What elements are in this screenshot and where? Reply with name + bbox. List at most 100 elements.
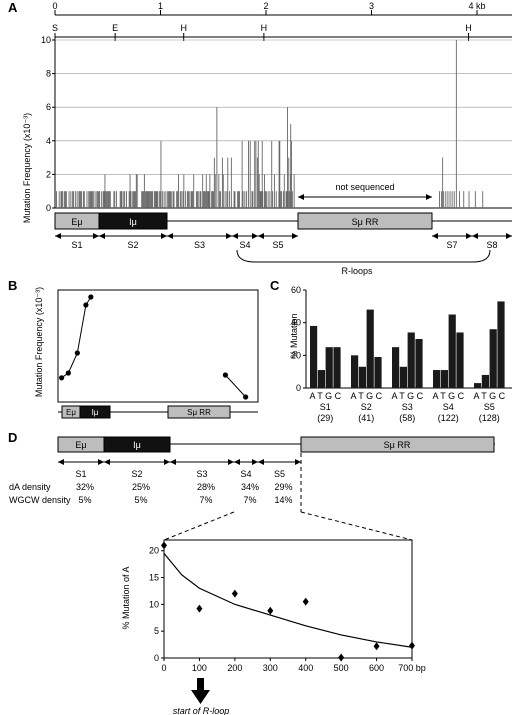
mutation-bar xyxy=(113,191,115,208)
site-label: E xyxy=(112,23,118,33)
panel-a-ylabel: Mutation Frequency (x10⁻³) xyxy=(22,113,32,223)
mutation-bar xyxy=(439,191,440,208)
segment-label: S1 xyxy=(71,240,82,250)
mutation-bar xyxy=(281,191,283,208)
panel-d-smu-label: Sμ RR xyxy=(384,440,411,450)
y-tick-label: 40 xyxy=(291,318,301,328)
mutation-bar xyxy=(233,191,235,208)
x-tick-label: 400 xyxy=(298,663,313,673)
mutation-bar xyxy=(191,191,193,208)
mutation-bar xyxy=(279,140,281,208)
imu-label: Iμ xyxy=(129,217,137,227)
mutation-bar xyxy=(68,191,70,208)
mutation-bar xyxy=(65,191,66,208)
wgcw-density-value: 7% xyxy=(243,495,256,505)
mutation-bar xyxy=(241,140,243,208)
mutation-bar xyxy=(227,157,229,208)
base-bar xyxy=(351,355,359,388)
mutation-bar xyxy=(468,191,470,208)
panel-d-smu-box xyxy=(300,436,495,453)
mutation-bar xyxy=(61,191,63,208)
site-label: H xyxy=(465,23,472,33)
base-bar xyxy=(399,366,407,388)
panel-b-emu-label: Eμ xyxy=(66,408,76,417)
mutation-bar xyxy=(163,191,165,208)
da-density-value: 34% xyxy=(241,482,259,492)
mutation-bar xyxy=(143,174,145,208)
mutation-bar xyxy=(80,191,82,208)
mutation-bar xyxy=(252,191,254,208)
mutation-bar xyxy=(445,191,447,208)
mutation-bar xyxy=(238,191,239,208)
wgcw-density-label: WGCW density xyxy=(9,495,71,505)
base-bar xyxy=(497,301,505,388)
mutation-bar xyxy=(275,191,277,208)
mutation-bar xyxy=(255,140,257,208)
zoom-line-left xyxy=(163,511,235,541)
mutation-bar xyxy=(195,191,197,208)
mutation-bar xyxy=(114,191,116,208)
mutation-bar xyxy=(220,191,222,208)
panel-b-smu-box xyxy=(167,405,231,419)
mutation-bar xyxy=(224,191,226,208)
y-tick-label: 0 xyxy=(46,203,51,213)
mutation-bar xyxy=(121,191,123,208)
mutation-bar xyxy=(108,191,109,208)
x-tick-label: 300 xyxy=(263,663,278,673)
mutation-bar xyxy=(222,174,224,208)
mutation-bar xyxy=(104,174,106,208)
series-line xyxy=(225,374,247,398)
wgcw-density-value: 14% xyxy=(274,495,292,505)
mutation-bar xyxy=(143,191,144,208)
mutation-bar xyxy=(221,157,223,208)
mutation-bar xyxy=(108,191,110,208)
panel-c-letter: C xyxy=(270,278,280,293)
mutation-bar xyxy=(265,191,267,208)
r-loop-start-label: start of R-loop xyxy=(173,706,230,715)
mutation-bar xyxy=(74,191,76,208)
panel-a-plot: 0 2 4 6 8 10 xyxy=(41,35,512,213)
bases-label: A T G C xyxy=(391,391,423,401)
mutation-bar xyxy=(136,174,138,208)
mutation-bar xyxy=(212,191,214,208)
y-tick-label: 20 xyxy=(291,350,301,360)
mutation-bar xyxy=(168,191,170,208)
mutation-bar xyxy=(91,191,92,208)
mutation-bar xyxy=(92,191,94,208)
panel-d-imu-label: Iμ xyxy=(133,440,141,450)
mutation-bar xyxy=(64,191,66,208)
mutation-bar xyxy=(200,191,202,208)
mutation-bar xyxy=(443,191,445,208)
bases-label: A T G C xyxy=(350,391,382,401)
base-bar xyxy=(481,374,489,388)
mutation-bar xyxy=(271,140,273,208)
y-tick-label: 8 xyxy=(46,69,51,79)
mutation-bar xyxy=(203,191,205,208)
mutation-bar xyxy=(88,191,90,208)
data-point xyxy=(59,375,65,381)
mutation-bar xyxy=(154,191,156,208)
mutation-bar xyxy=(282,191,284,208)
emu-label: Eμ xyxy=(71,217,82,227)
mutation-bar xyxy=(289,191,291,208)
mutation-bar xyxy=(156,191,158,208)
mutation-bar xyxy=(258,174,260,208)
mutation-bar xyxy=(72,191,74,208)
panel-d-imu-box xyxy=(103,436,171,453)
panel-c-ylabel: % Mutation xyxy=(289,313,299,358)
panel-d-frame xyxy=(163,539,413,659)
base-bar xyxy=(433,370,441,388)
mutation-bar xyxy=(202,174,204,208)
mutation-bar xyxy=(157,191,159,208)
mutation-bar xyxy=(91,191,93,208)
panel-d-letter: D xyxy=(8,430,17,445)
group-count: (122) xyxy=(438,413,459,423)
panel-b-imu-box xyxy=(79,405,111,419)
mutation-bar xyxy=(273,174,275,208)
x-tick-label: 500 xyxy=(334,663,349,673)
mutation-bar xyxy=(65,191,67,208)
mutation-bar xyxy=(272,191,274,208)
series-line xyxy=(61,296,92,379)
kb-tick-label: 3 xyxy=(369,1,374,11)
